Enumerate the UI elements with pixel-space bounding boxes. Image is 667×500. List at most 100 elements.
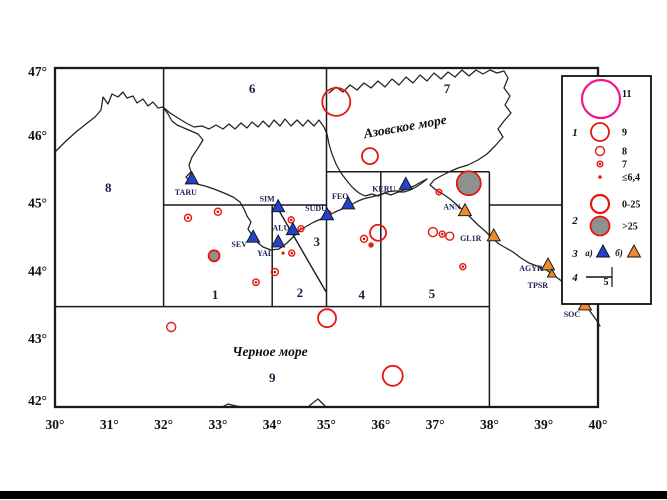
legend-magnitude-11-circle xyxy=(580,78,622,120)
epicenter-dot-16-center-dot xyxy=(369,243,373,247)
epicenter-open-14 xyxy=(369,223,387,242)
epicenter-open-1 xyxy=(361,147,379,166)
station-marker-YAL xyxy=(270,233,286,248)
epicenter-gray-3 xyxy=(455,170,482,197)
epicenter-open-23 xyxy=(381,364,404,387)
epicenter-dot-8-center-dot xyxy=(289,218,293,222)
station-label-GL1R: GL1R xyxy=(460,234,482,243)
station-label-SIM: SIM xyxy=(260,195,276,204)
coast-south-edge-bump-2 xyxy=(307,398,327,408)
epicenter-open-0 xyxy=(321,87,352,117)
legend-size-circle-1 xyxy=(594,145,606,157)
y-axis-label: 43° xyxy=(28,331,47,346)
legend: 111 987≤6,420-25>253 а) б)4 5 xyxy=(561,75,652,305)
legend-size-label-1: 8 xyxy=(622,147,627,158)
zone-label-8: 8 xyxy=(105,180,112,195)
epicenter-dot-13 xyxy=(270,267,280,277)
x-axis-label: 33° xyxy=(208,417,227,432)
station-label-KERU: KERU xyxy=(372,184,395,193)
epicenter-dot-4-center-dot xyxy=(186,216,190,220)
epicenter-dot-2-center-dot xyxy=(437,190,441,194)
epicenter-dot-9 xyxy=(297,224,305,233)
legend-aftershock-label-0: 0-25 xyxy=(622,200,640,211)
epicenter-dot-8 xyxy=(287,216,295,224)
legend-station-a-triangle xyxy=(595,244,611,258)
epicenter-dot-4 xyxy=(183,213,193,223)
station-label-TPSR: TPSR xyxy=(528,281,549,290)
sea-label-0: Азовское море xyxy=(362,112,448,142)
epicenter-gray-6 xyxy=(207,249,221,263)
station-label-SOC: SOC xyxy=(564,310,581,319)
zone-label-4: 4 xyxy=(359,287,366,302)
station-marker-KERU xyxy=(398,176,414,190)
sea-label-1: Черное море xyxy=(232,344,307,359)
section-line xyxy=(278,210,327,293)
epicenter-dot-9-center-dot xyxy=(299,227,303,230)
zone-label-2: 2 xyxy=(297,285,304,300)
coast-sivash-arabat-kerch xyxy=(162,106,428,197)
legend-box xyxy=(561,75,652,305)
epicenter-dot-7 xyxy=(252,278,260,287)
legend-size-circle-3 xyxy=(598,175,602,179)
station-marker-SEV xyxy=(245,229,261,243)
zone-label-6: 6 xyxy=(249,81,256,96)
station-marker-ALU xyxy=(285,221,301,236)
legend-aftershock-circle-1 xyxy=(589,215,611,237)
epicenter-dot-12-center-dot xyxy=(290,251,294,255)
x-axis-label: 36° xyxy=(371,417,390,432)
station-label-TARU: TARU xyxy=(175,188,197,197)
x-axis-label: 30° xyxy=(46,417,65,432)
station-label-ANN: ANN xyxy=(443,203,461,212)
epicenter-dot-15 xyxy=(359,234,369,244)
legend-index-4: 4 xyxy=(571,272,578,284)
epicenter-dot-15-center-dot xyxy=(362,237,366,241)
x-axis-label: 35° xyxy=(317,417,336,432)
y-axis-label: 45° xyxy=(28,196,47,211)
epicenter-dot-12 xyxy=(288,249,296,257)
station-marker-TPSR xyxy=(546,268,558,278)
epicenter-dot-18 xyxy=(438,230,446,238)
legend-size-circle-0 xyxy=(590,122,610,142)
station-marker-SIM xyxy=(270,198,286,213)
epicenter-dot-7-center-dot xyxy=(254,280,258,284)
station-label-SEV: SEV xyxy=(231,240,247,249)
legend-size-label-0: 9 xyxy=(622,128,627,139)
epicenter-dot-18-center-dot xyxy=(440,232,444,236)
x-axis-label: 34° xyxy=(263,417,282,432)
station-label-SUDU: SUDU xyxy=(305,204,327,213)
station-label-FEO: FEO xyxy=(332,192,348,201)
legend-size-label-2: 7 xyxy=(622,160,627,171)
legend-magnitude-11-label: 11 xyxy=(622,89,631,100)
station-marker-GL1R xyxy=(486,227,501,242)
station-marker-FEO xyxy=(340,196,356,210)
epicenter-dot-5-center-dot xyxy=(216,210,220,214)
coast-azov-and-caucasus xyxy=(328,69,601,327)
x-axis-label: 32° xyxy=(154,417,173,432)
epicenter-dot-2 xyxy=(435,188,443,196)
bottom-bar xyxy=(0,491,667,499)
y-axis-label: 42° xyxy=(28,393,47,408)
x-axis-label: 40° xyxy=(589,417,608,432)
legend-index-2: 2 xyxy=(571,215,578,227)
zone-label-5: 5 xyxy=(429,286,436,301)
legend-size-circle-2-center-dot xyxy=(598,162,602,166)
x-axis-label: 38° xyxy=(480,417,499,432)
station-marker-AGYR xyxy=(540,257,556,271)
station-marker-ANN xyxy=(457,202,473,217)
zone-label-3: 3 xyxy=(313,234,320,249)
legend-station-b-label: б) xyxy=(615,248,623,258)
station-marker-TARU xyxy=(184,170,200,185)
epicenter-open-21 xyxy=(166,321,177,333)
legend-index-3: 3 xyxy=(571,248,578,260)
epicenter-open-17 xyxy=(427,226,439,238)
zone-label-9: 9 xyxy=(269,370,276,385)
epicenter-dot-20-center-dot xyxy=(461,265,465,268)
legend-aftershock-label-1: >25 xyxy=(622,222,638,233)
legend-station-b-triangle xyxy=(626,244,642,258)
station-marker-SUDU xyxy=(319,206,335,221)
x-axis-label: 39° xyxy=(534,417,553,432)
epicenter-filled-11 xyxy=(281,251,285,255)
legend-size-label-3: ≤6,4 xyxy=(622,173,640,184)
